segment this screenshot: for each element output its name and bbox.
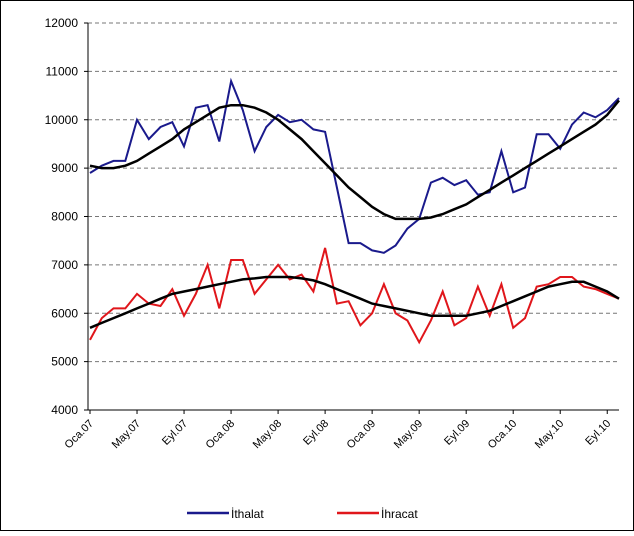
trend-line: [89, 99, 620, 221]
y-tick-label: 8000: [51, 210, 78, 224]
y-tick-label: 6000: [51, 306, 78, 320]
legend-label: İthalat: [231, 507, 264, 521]
y-tick-label: 12000: [45, 16, 79, 30]
y-tick-label: 7000: [51, 258, 78, 272]
series-line: [89, 247, 620, 345]
y-tick-label: 5000: [51, 355, 78, 369]
y-tick-label: 9000: [51, 161, 78, 175]
trend-line: [89, 275, 620, 329]
y-tick-label: 4000: [51, 403, 78, 417]
y-tick-label: 11000: [46, 64, 79, 78]
legend-label: İhracat: [381, 507, 418, 521]
y-tick-label: 10000: [45, 113, 79, 127]
